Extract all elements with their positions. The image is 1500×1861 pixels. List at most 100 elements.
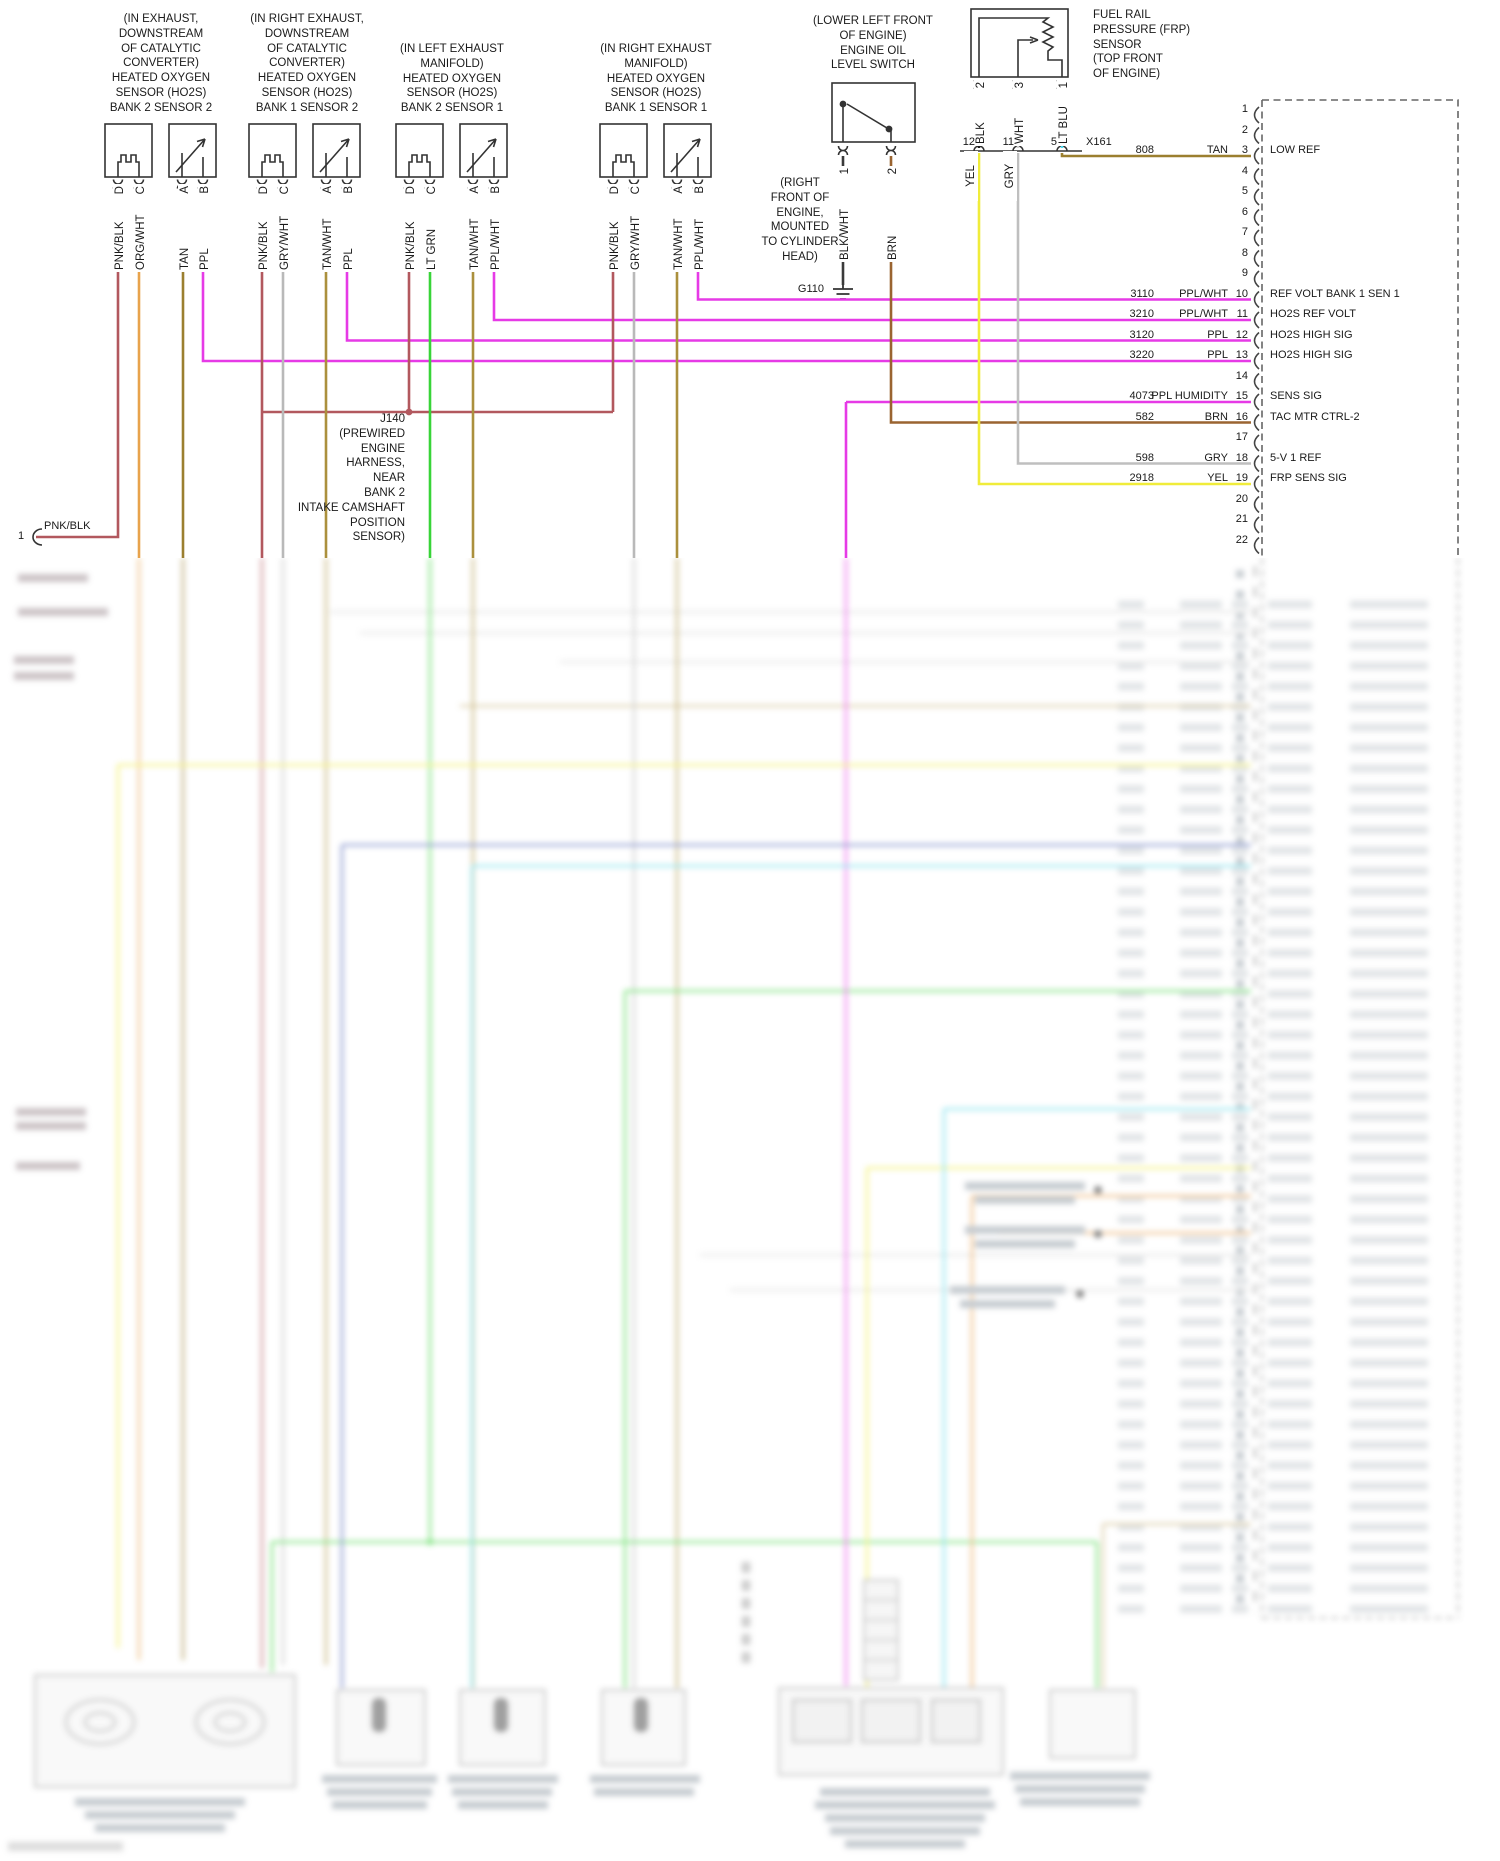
circuit-number: 582 [1135, 410, 1154, 423]
pcm-pin-number: 5 [1241, 185, 1248, 197]
circuit-color: TAN [1206, 144, 1228, 156]
circuit-number: 3220 [1129, 349, 1154, 361]
pcm-pin-row: 21 [0, 513, 1500, 526]
pcm-pin-number: 8 [1241, 246, 1248, 259]
left-exit-wire: PNK/BLK [44, 520, 91, 532]
wire-color: ORG/WHT [135, 214, 147, 270]
pcm-pin-row: 3210 PPL/WHT 11 HO2S REF VOLT [0, 308, 1500, 321]
pcm-signal-label: HO2S HIGH SIG [1270, 328, 1353, 341]
circuit-color: PPL [1207, 349, 1228, 361]
pcm-pin-row: 3110 PPL/WHT 10 REF VOLT BANK 1 SEN 1 [0, 288, 1500, 301]
circuit-color: BRN [1204, 410, 1228, 423]
circuit-number: 598 [1135, 451, 1154, 464]
pcm-pin-number: 17 [1235, 431, 1248, 443]
ho2s-b2s1-caption: (IN LEFT EXHAUST MANIFOLD) HEATED OXYGEN… [400, 43, 504, 115]
pcm-pin-number: 14 [1235, 369, 1248, 382]
pcm-pin-brackets [1253, 106, 1260, 555]
wire-ppl-humidity [844, 400, 1251, 566]
circuit-color: GRY [1204, 451, 1228, 464]
x161-pin-11: 11 [1002, 136, 1014, 148]
pin-number: 1 [1058, 82, 1070, 89]
pcm-dashed-border [1261, 99, 1459, 570]
pcm-signal-label: FRP SENS SIG [1270, 472, 1347, 484]
pcm-pin-number: 7 [1241, 226, 1248, 238]
pcm-pin-row: 22 [0, 534, 1500, 547]
circuit-number: 3120 [1129, 328, 1154, 341]
pcm-pin-number: 9 [1241, 267, 1248, 279]
ho2s-b2s2-caption: (IN EXHAUST, DOWNSTREAM OF CATALYTIC CON… [109, 13, 213, 114]
pcm-pin-row: 6 [0, 206, 1500, 219]
circuit-number: 4073 [1129, 390, 1154, 402]
x161-pin-12: 12 [962, 136, 975, 148]
pcm-pin-row: 4 [0, 165, 1500, 178]
pcm-pin-number: 2 [1241, 123, 1248, 136]
g110-ground-symbol [833, 285, 853, 300]
pcm-signal-label: TAC MTR CTRL-2 [1270, 410, 1360, 423]
circuit-color: YEL [1207, 472, 1228, 484]
pcm-pin-number: 16 [1235, 410, 1248, 423]
pcm-pin-row: 582 BRN 16 TAC MTR CTRL-2 [0, 411, 1500, 424]
pcm-pin-row: 17 [0, 431, 1500, 444]
pcm-signal-label: REF VOLT BANK 1 SEN 1 [1270, 287, 1400, 300]
pcm-signal-label: LOW REF [1270, 144, 1321, 156]
pcm-pin-number: 22 [1235, 533, 1248, 546]
pcm-pin-row: 14 [0, 370, 1500, 383]
pcm-pin-number: 15 [1235, 390, 1248, 402]
circuit-color: PPL [1207, 328, 1228, 341]
ground-location-caption: (RIGHT FRONT OF ENGINE, MOUNTED TO CYLIN… [761, 177, 839, 263]
oil-level-switch-symbol [831, 82, 916, 156]
wire-color: GRY/WHT [630, 215, 642, 270]
circuit-number: 2918 [1129, 472, 1154, 484]
pcm-pin-row: 808 TAN 3 LOW REF [0, 144, 1500, 157]
circuit-number: 3110 [1130, 287, 1154, 300]
frp-caption: FUEL RAIL PRESSURE (FRP) SENSOR (TOP FRO… [1093, 9, 1191, 81]
x161-pin-5: 5 [1050, 136, 1057, 148]
pcm-pin-row: 2 [0, 124, 1500, 137]
left-exit-number: 1 [18, 530, 25, 542]
pcm-pin-number: 19 [1235, 472, 1248, 484]
pcm-signal-label: SENS SIG [1270, 390, 1322, 402]
pcm-signal-label: 5-V 1 REF [1270, 451, 1322, 464]
pin-number: 3 [1014, 82, 1026, 89]
pcm-pin-number: 18 [1235, 451, 1248, 464]
j140-caption: J140 (PREWIRED ENGINE HARNESS, NEAR BANK… [297, 413, 405, 544]
circuit-color: PPL HUMIDITY [1151, 390, 1228, 402]
wire-color: GRY/WHT [279, 215, 291, 270]
wire-tan-808 [1060, 153, 1251, 158]
pcm-pin-number: 3 [1241, 144, 1248, 156]
pcm-pin-number: 20 [1235, 492, 1248, 505]
blurred-diagram-region [0, 558, 1500, 1861]
pcm-pin-row: 20 [0, 493, 1500, 506]
circuit-color: PPL/WHT [1179, 287, 1228, 300]
pcm-pin-number: 13 [1235, 349, 1248, 361]
pcm-signal-label: HO2S HIGH SIG [1270, 349, 1353, 361]
pcm-pin-row: 7 [0, 226, 1500, 239]
pcm-pin-row: 5 [0, 185, 1500, 198]
wire-yel-2918 [977, 153, 1251, 486]
pcm-pin-number: 21 [1235, 513, 1248, 525]
pcm-pin-number: 6 [1241, 205, 1248, 218]
pcm-pin-number: 10 [1235, 287, 1248, 300]
pcm-pin-row: 598 GRY 18 5-V 1 REF [0, 452, 1500, 465]
ho2s-b1s1-caption: (IN RIGHT EXHAUST MANIFOLD) HEATED OXYGE… [600, 43, 712, 115]
pcm-pin-row: 1 [0, 103, 1500, 116]
oil-switch-caption: (LOWER LEFT FRONT OF ENGINE) ENGINE OIL … [813, 15, 933, 72]
left-exit-bracket [32, 528, 43, 546]
g110-label: G110 [797, 283, 824, 295]
blurred-content [0, 558, 1500, 1861]
pcm-pin-row: 3220 PPL 13 HO2S HIGH SIG [0, 349, 1500, 362]
pcm-pin-number: 4 [1241, 164, 1248, 177]
circuit-color: PPL/WHT [1179, 308, 1228, 320]
ho2s-b1s2-caption: (IN RIGHT EXHAUST, DOWNSTREAM OF CATALYT… [250, 13, 364, 114]
pcm-signal-label: HO2S REF VOLT [1270, 308, 1356, 320]
circuit-number: 3210 [1129, 308, 1154, 320]
pcm-pin-row: 2918 YEL 19 FRP SENS SIG [0, 472, 1500, 485]
wire-gry-598 [1016, 153, 1251, 465]
pcm-pin-number: 1 [1241, 103, 1248, 115]
pcm-pin-row: 4073 PPL HUMIDITY 15 SENS SIG [0, 390, 1500, 403]
pcm-pin-row: 8 [0, 247, 1500, 260]
frp-sensor-symbol [970, 8, 1069, 90]
wire-pnkblk [36, 190, 615, 566]
pcm-pin-row: 9 [0, 267, 1500, 280]
